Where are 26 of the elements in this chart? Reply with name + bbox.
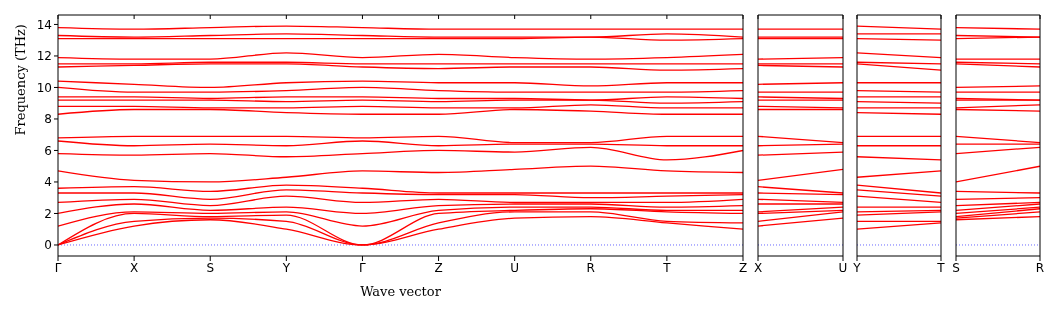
x-tick-label: R xyxy=(1035,260,1045,275)
x-axis-title: Wave vector xyxy=(360,284,442,299)
y-tick-label: 8 xyxy=(44,112,52,127)
x-tick-label: S xyxy=(952,260,960,275)
x-tick-label: T xyxy=(936,260,946,275)
x-tick-label: X xyxy=(753,260,763,275)
x-tick-label: Γ xyxy=(54,260,62,275)
y-tick-label: 6 xyxy=(44,143,52,158)
x-tick-label: X xyxy=(129,260,139,275)
x-tick-label: Z xyxy=(738,260,748,275)
x-tick-label: Γ xyxy=(359,260,367,275)
y-tick-label: 12 xyxy=(36,49,52,64)
x-tick-label: Y xyxy=(852,260,862,275)
x-tick-label: U xyxy=(510,260,520,275)
y-tick-label: 14 xyxy=(36,17,52,32)
x-tick-label: Y xyxy=(281,260,291,275)
y-tick-label: 4 xyxy=(44,175,52,190)
y-tick-label: 10 xyxy=(36,80,52,95)
x-tick-label: R xyxy=(586,260,595,275)
x-tick-label: Z xyxy=(434,260,443,275)
y-axis-title: Frequency (THz) xyxy=(12,24,28,136)
x-tick-label: S xyxy=(206,260,215,275)
x-tick-label: T xyxy=(662,260,672,275)
y-tick-label: 0 xyxy=(44,238,52,253)
y-tick-label: 2 xyxy=(44,206,52,221)
x-tick-label: U xyxy=(838,260,848,275)
